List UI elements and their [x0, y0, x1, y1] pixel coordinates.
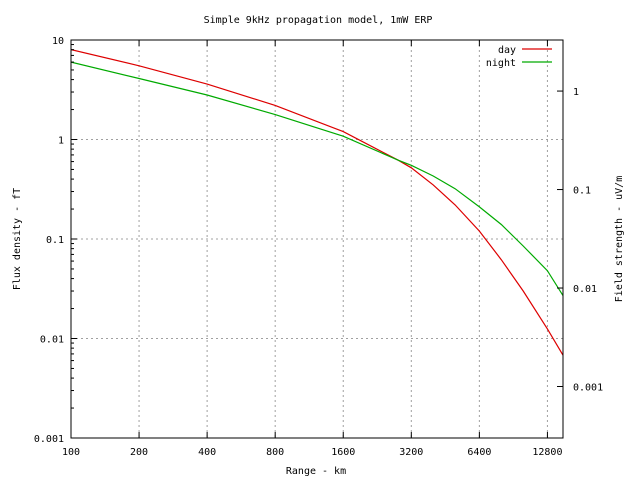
x-tick-label: 1600	[331, 447, 355, 458]
y-tick-label: 1	[58, 136, 64, 147]
x-tick-label: 100	[62, 447, 80, 458]
series-line-night	[71, 61, 563, 296]
y-axis-label: Flux density - fT	[12, 188, 23, 290]
series-line-day	[71, 49, 563, 356]
legend-label-night: night	[486, 58, 516, 69]
x-tick-label: 6400	[467, 447, 491, 458]
y2-tick-label: 1	[573, 87, 579, 98]
x-tick-label: 200	[130, 447, 148, 458]
series-group	[71, 49, 563, 356]
x-tick-label: 400	[198, 447, 216, 458]
y-tick-label: 10	[52, 36, 64, 47]
y-tick-label: 0.001	[34, 434, 64, 445]
axes: 100 200 400 800 1600 3200 6400 12800 0.001 0.01 0.…	[34, 36, 603, 458]
y2-tick-label: 0.01	[573, 284, 597, 295]
legend: day night	[486, 45, 552, 69]
legend-label-day: day	[498, 45, 516, 56]
y2-tick-label: 0.1	[573, 186, 591, 197]
y-tick-label: 0.1	[46, 235, 64, 246]
x-axis-label: Range - km	[286, 466, 346, 477]
x-tick-label: 800	[266, 447, 284, 458]
y-tick-label: 0.01	[40, 335, 64, 346]
grid	[71, 40, 563, 438]
y2-axis-label: Field strength - uV/m	[614, 176, 625, 302]
y2-tick-label: 0.001	[573, 383, 603, 394]
x-tick-label: 12800	[532, 447, 562, 458]
chart-title: Simple 9kHz propagation model, 1mW ERP	[204, 15, 433, 26]
x-tick-label: 3200	[399, 447, 423, 458]
